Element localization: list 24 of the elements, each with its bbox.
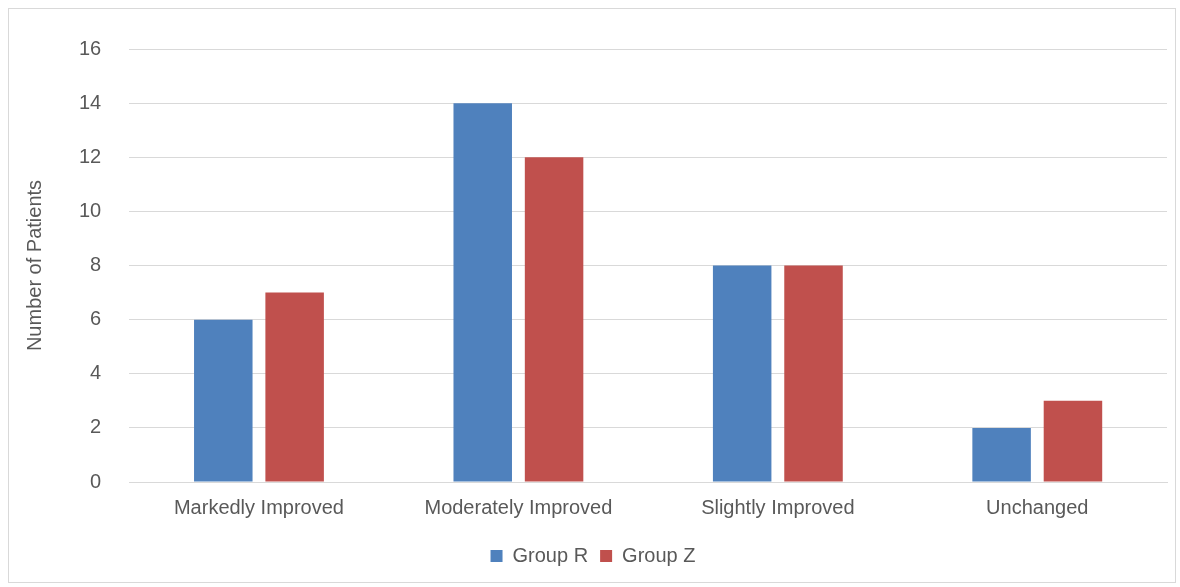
y-tick-label: 14 [79,90,102,113]
bar [972,427,1031,482]
y-tick-label: 12 [79,144,102,167]
y-tick-label: 10 [79,198,102,221]
y-tick-label: 0 [90,469,102,492]
y-tick-label: 2 [90,415,102,438]
bar [784,265,843,482]
y-tick-label: 6 [90,307,102,330]
y-axis-title: Number of Patients [22,179,45,352]
x-tick-label: Moderately Improved [424,495,613,518]
legend-label: Group Z [622,543,696,566]
x-tick-label: Markedly Improved [173,495,344,518]
bar [1043,400,1103,482]
legend-label: Group R [512,543,589,566]
y-tick-label: 4 [90,361,102,384]
bar [453,103,512,482]
bar [194,319,253,482]
x-tick-label: Unchanged [986,495,1089,518]
x-tick-label: Slightly Improved [701,495,855,518]
bar [265,292,324,482]
bar [712,265,772,482]
bar [524,157,584,482]
y-tick-label: 8 [90,253,102,276]
y-tick-label: 16 [79,36,102,59]
